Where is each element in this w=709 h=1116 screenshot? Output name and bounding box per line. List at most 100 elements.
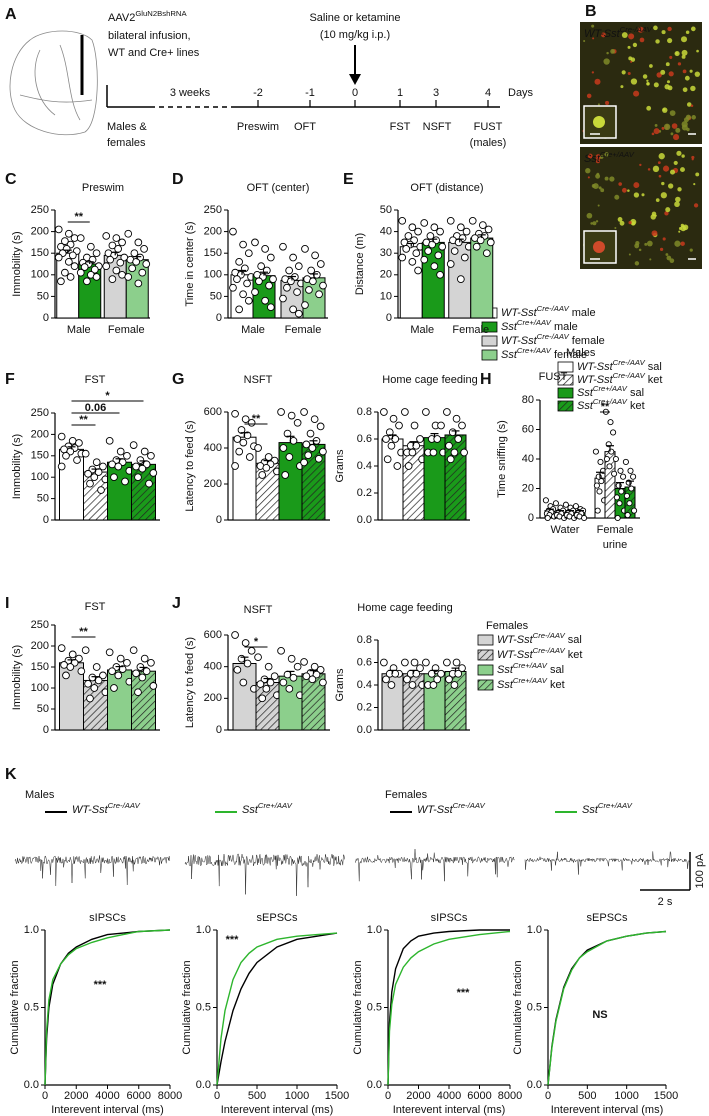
cell bbox=[665, 62, 670, 67]
data-point bbox=[279, 242, 287, 251]
data-point bbox=[118, 238, 126, 247]
data-point bbox=[414, 227, 422, 236]
cell bbox=[659, 247, 664, 251]
cell bbox=[628, 253, 631, 256]
data-point bbox=[237, 654, 246, 663]
y-tick-label: 200 bbox=[31, 428, 49, 440]
cell bbox=[594, 78, 601, 85]
label: SstCre+/AAV sal bbox=[497, 661, 564, 676]
data-point bbox=[61, 268, 69, 277]
data-point bbox=[255, 277, 263, 286]
cell bbox=[639, 163, 642, 167]
cell bbox=[677, 187, 682, 192]
legend-swatch bbox=[557, 387, 574, 399]
trace bbox=[524, 850, 690, 875]
legend-swatch bbox=[481, 349, 498, 361]
data-point bbox=[603, 455, 610, 463]
data-point bbox=[57, 644, 66, 652]
cell bbox=[621, 32, 628, 38]
data-point bbox=[279, 444, 288, 452]
data-point bbox=[468, 216, 477, 225]
cell bbox=[680, 167, 685, 173]
x-tick-label: 0 bbox=[42, 1090, 48, 1102]
legend-swatch bbox=[477, 634, 494, 646]
data-point bbox=[319, 281, 327, 290]
data-point bbox=[77, 667, 86, 676]
trace bbox=[354, 849, 515, 882]
data-point bbox=[450, 681, 459, 689]
cell bbox=[681, 121, 688, 128]
superscript: Cre-/AAV bbox=[453, 801, 486, 810]
inset-cell bbox=[593, 116, 605, 128]
label: FST bbox=[390, 121, 411, 133]
data-point bbox=[132, 257, 141, 266]
cell bbox=[627, 71, 631, 75]
data-point bbox=[134, 688, 142, 697]
data-point bbox=[308, 444, 317, 452]
cell bbox=[592, 221, 597, 226]
label: 3 bbox=[433, 87, 439, 99]
superscript: Cre-/AAV bbox=[613, 358, 646, 367]
y-axis-label: Cumulative fraction bbox=[512, 960, 524, 1054]
cell bbox=[665, 253, 669, 256]
cell bbox=[691, 115, 696, 120]
panel-letter: J bbox=[172, 595, 181, 612]
y-tick-label: 250 bbox=[31, 619, 49, 631]
brain-schematic bbox=[9, 30, 98, 136]
data-point bbox=[460, 448, 468, 457]
y-tick-label: 20 bbox=[522, 482, 534, 494]
y-tick-label: 0 bbox=[216, 312, 222, 324]
cell bbox=[653, 82, 659, 88]
label: OFT bbox=[294, 121, 316, 133]
data-point bbox=[116, 447, 125, 456]
label: Males & bbox=[107, 121, 147, 133]
cell bbox=[682, 224, 689, 231]
cell bbox=[667, 38, 673, 44]
bar bbox=[470, 237, 494, 319]
cell bbox=[633, 192, 640, 198]
data-point bbox=[61, 237, 69, 245]
label-part: WT-Sst bbox=[72, 804, 109, 816]
data-point bbox=[138, 464, 147, 473]
data-point bbox=[243, 659, 252, 668]
data-point bbox=[134, 238, 143, 247]
data-point bbox=[81, 449, 90, 458]
y-tick-label: 100 bbox=[31, 471, 49, 483]
data-point bbox=[414, 266, 422, 275]
cell bbox=[619, 220, 625, 226]
y-tick-label: 200 bbox=[204, 226, 222, 238]
label-part: male bbox=[569, 307, 596, 319]
data-point bbox=[398, 253, 407, 262]
data-point bbox=[251, 288, 259, 296]
cell bbox=[693, 203, 699, 208]
data-point bbox=[86, 242, 95, 251]
data-point bbox=[408, 257, 417, 266]
label: bilateral infusion, bbox=[108, 30, 191, 42]
data-point bbox=[382, 435, 390, 443]
data-point bbox=[106, 255, 115, 264]
x-tick-label: Male bbox=[241, 324, 265, 336]
data-point bbox=[387, 441, 396, 450]
data-point bbox=[412, 441, 421, 450]
data-point bbox=[66, 273, 75, 281]
label-part: WT-Sst bbox=[501, 335, 538, 347]
cell bbox=[630, 78, 638, 85]
label: WT-SstCre-/AAV female bbox=[501, 332, 605, 347]
significance-label: * bbox=[105, 390, 110, 402]
cell bbox=[620, 85, 624, 89]
data-point bbox=[140, 654, 149, 663]
series-line bbox=[216, 932, 338, 1086]
data-point bbox=[416, 664, 424, 672]
data-point bbox=[281, 471, 290, 479]
y-tick-label: 1.0 bbox=[367, 924, 382, 936]
data-point bbox=[562, 501, 569, 508]
x-tick-label: Male bbox=[67, 324, 91, 336]
label-part: Sst bbox=[497, 679, 514, 691]
label: WT-SstCre-/AAV male bbox=[501, 304, 596, 319]
data-point bbox=[293, 418, 302, 427]
data-point bbox=[70, 262, 79, 271]
x-tick-label: 1000 bbox=[614, 1090, 638, 1102]
data-point bbox=[612, 455, 619, 463]
data-point bbox=[235, 257, 243, 266]
y-tick-label: 0.0 bbox=[357, 514, 372, 526]
